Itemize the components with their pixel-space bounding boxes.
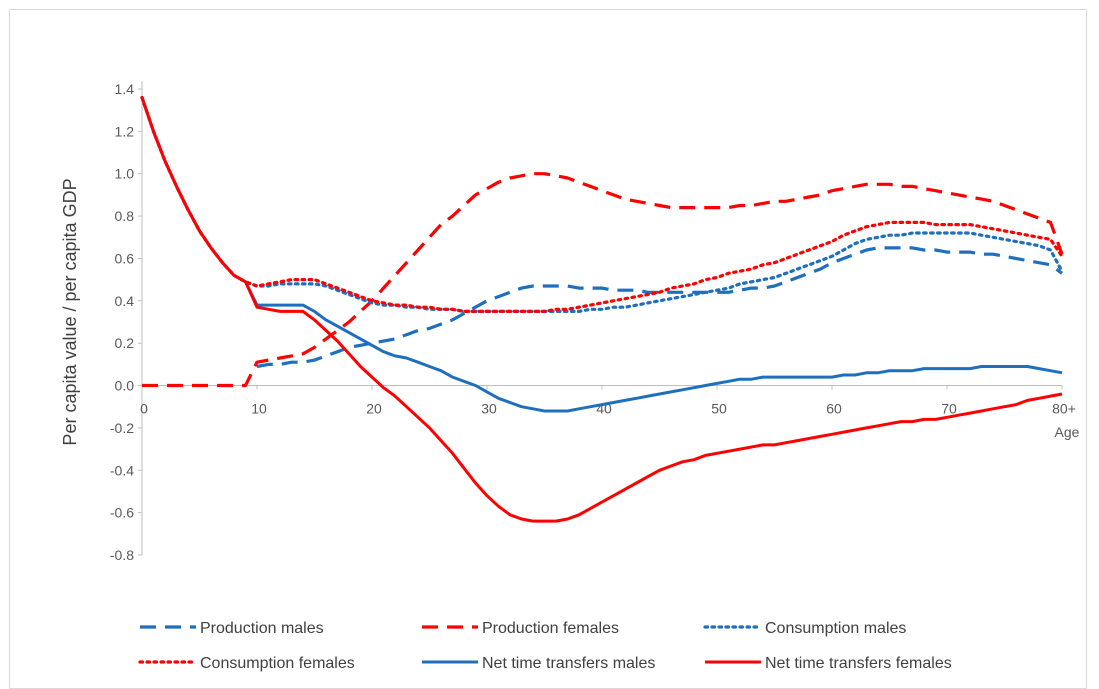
legend-label: Consumption females bbox=[200, 655, 355, 672]
x-tick-label: 30 bbox=[481, 401, 497, 417]
y-tick-label: 1.0 bbox=[115, 166, 135, 182]
chart-frame bbox=[9, 9, 1087, 689]
x-tick-label: 10 bbox=[251, 401, 267, 417]
y-tick-label: -0.4 bbox=[110, 462, 134, 478]
legend-label: Net time transfers males bbox=[482, 655, 655, 672]
y-tick-label: 1.2 bbox=[115, 123, 135, 139]
series-line-consumption-males bbox=[140, 95, 1064, 313]
series-lines bbox=[140, 95, 1064, 523]
x-tick-label: 50 bbox=[711, 401, 727, 417]
legend: Production males Production females Consum… bbox=[138, 620, 952, 672]
x-tick-label: 0 bbox=[140, 401, 148, 417]
y-axis-label: Per capita value / per capita GDP bbox=[60, 178, 80, 445]
y-tick-label: 0.0 bbox=[115, 378, 135, 394]
legend-label: Production females bbox=[482, 620, 619, 637]
series-line-net-time-transfers-females bbox=[140, 97, 1063, 523]
series-line-consumption-females bbox=[140, 95, 1064, 313]
y-tick-label: 0.8 bbox=[115, 208, 135, 224]
series-line-net-time-transfers-males bbox=[140, 97, 1063, 413]
y-tick-label: 0.2 bbox=[115, 335, 135, 351]
x-tick-label: 80+ bbox=[1052, 401, 1076, 417]
legend-label: Net time transfers females bbox=[765, 655, 952, 672]
x-tick-label: 20 bbox=[366, 401, 382, 417]
axes: 1.4 1.2 1.0 0.8 0.6 0.4 0.2 0.0 -0.2 -0.4 -0.6 -0.8… bbox=[110, 81, 1076, 563]
y-tick-label: -0.2 bbox=[110, 420, 134, 436]
y-tick-label: 1.4 bbox=[115, 81, 135, 97]
y-tick-label: -0.8 bbox=[110, 547, 134, 563]
x-tick-label: 70 bbox=[941, 401, 957, 417]
legend-label: Production males bbox=[200, 620, 324, 637]
y-tick-label: 0.6 bbox=[115, 250, 135, 266]
legend-label: Consumption males bbox=[765, 620, 906, 637]
series-line-production-males bbox=[256, 246, 1063, 369]
series-line-production-females bbox=[142, 172, 1064, 388]
x-tick-label: 60 bbox=[826, 401, 842, 417]
x-axis-label: Age bbox=[1055, 424, 1080, 440]
y-tick-label: 0.4 bbox=[115, 293, 135, 309]
y-tick-label: -0.6 bbox=[110, 505, 134, 521]
